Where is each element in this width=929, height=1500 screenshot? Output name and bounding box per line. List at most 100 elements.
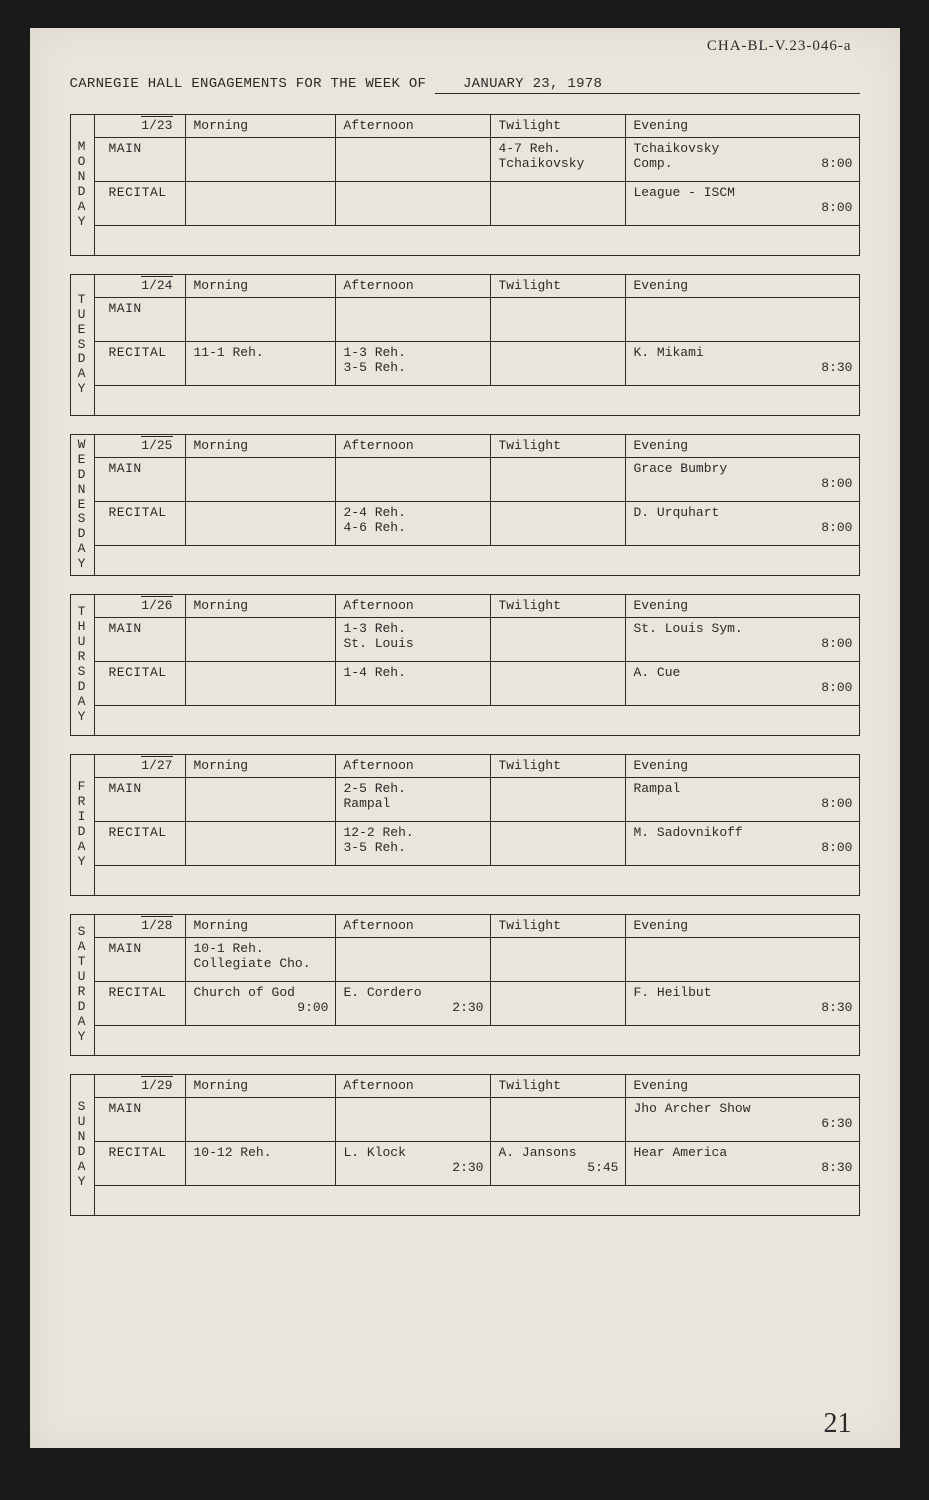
evening-cell: League - ISCM8:00 bbox=[625, 181, 859, 225]
column-header: Morning bbox=[185, 755, 335, 777]
day-block: FRIDAY1/27MorningAfternoonTwilightEvenin… bbox=[70, 754, 860, 896]
title-prefix: CARNEGIE HALL ENGAGEMENTS FOR THE WEEK O… bbox=[70, 76, 435, 92]
header-date: 1/23 bbox=[95, 115, 185, 137]
afternoon-cell bbox=[335, 297, 490, 341]
afternoon-cell bbox=[335, 137, 490, 181]
header-date: 1/24 bbox=[95, 275, 185, 297]
schedule-container: MONDAY1/23MorningAfternoonTwilightEvenin… bbox=[70, 114, 860, 1216]
afternoon-cell: E. Cordero2:30 bbox=[335, 981, 490, 1025]
column-header: Morning bbox=[185, 435, 335, 457]
venue-label: RECITAL bbox=[95, 1141, 185, 1185]
column-header: Evening bbox=[625, 115, 859, 137]
twilight-cell bbox=[490, 341, 625, 385]
evening-cell: M. Sadovnikoff8:00 bbox=[625, 821, 859, 865]
evening-cell: Hear America8:30 bbox=[625, 1141, 859, 1185]
twilight-cell bbox=[490, 821, 625, 865]
column-header: Afternoon bbox=[335, 915, 490, 937]
venue-label: RECITAL bbox=[95, 181, 185, 225]
column-header: Morning bbox=[185, 1075, 335, 1097]
afternoon-cell bbox=[335, 457, 490, 501]
column-header: Evening bbox=[625, 435, 859, 457]
day-label: WEDNESDAY bbox=[71, 435, 95, 575]
evening-cell: TchaikovskyComp.8:00 bbox=[625, 137, 859, 181]
venue-label: RECITAL bbox=[95, 501, 185, 545]
venue-label: MAIN bbox=[95, 137, 185, 181]
column-header: Twilight bbox=[490, 595, 625, 617]
column-header: Evening bbox=[625, 595, 859, 617]
morning-cell bbox=[185, 1097, 335, 1141]
twilight-cell bbox=[490, 937, 625, 981]
column-header: Afternoon bbox=[335, 275, 490, 297]
afternoon-cell: 12-2 Reh.3-5 Reh. bbox=[335, 821, 490, 865]
week-of-date: JANUARY 23, 1978 bbox=[435, 76, 860, 94]
evening-cell: Jho Archer Show6:30 bbox=[625, 1097, 859, 1141]
day-label: SATURDAY bbox=[71, 915, 95, 1055]
day-grid: 1/23MorningAfternoonTwilightEvening MAIN 4… bbox=[95, 115, 859, 255]
evening-cell: Rampal8:00 bbox=[625, 777, 859, 821]
day-footer bbox=[95, 1025, 859, 1055]
afternoon-cell bbox=[335, 1097, 490, 1141]
evening-cell: K. Mikami8:30 bbox=[625, 341, 859, 385]
column-header: Twilight bbox=[490, 115, 625, 137]
morning-cell bbox=[185, 137, 335, 181]
column-header: Evening bbox=[625, 1075, 859, 1097]
twilight-cell: A. Jansons5:45 bbox=[490, 1141, 625, 1185]
header-date: 1/26 bbox=[95, 595, 185, 617]
morning-cell: Church of God9:00 bbox=[185, 981, 335, 1025]
day-footer bbox=[95, 865, 859, 895]
evening-cell bbox=[625, 937, 859, 981]
day-footer bbox=[95, 225, 859, 255]
day-block: SUNDAY1/29MorningAfternoonTwilightEvenin… bbox=[70, 1074, 860, 1216]
day-label: TUESDAY bbox=[71, 275, 95, 415]
document-title: CARNEGIE HALL ENGAGEMENTS FOR THE WEEK O… bbox=[70, 76, 860, 94]
day-block: SATURDAY1/28MorningAfternoonTwilightEven… bbox=[70, 914, 860, 1056]
column-header: Morning bbox=[185, 115, 335, 137]
afternoon-cell: 1-4 Reh. bbox=[335, 661, 490, 705]
column-header: Twilight bbox=[490, 915, 625, 937]
day-block: TUESDAY1/24MorningAfternoonTwilightEveni… bbox=[70, 274, 860, 416]
day-grid: 1/29MorningAfternoonTwilightEveningMAINJ… bbox=[95, 1075, 859, 1215]
morning-cell bbox=[185, 777, 335, 821]
afternoon-cell: L. Klock2:30 bbox=[335, 1141, 490, 1185]
column-header: Afternoon bbox=[335, 595, 490, 617]
column-header: Afternoon bbox=[335, 755, 490, 777]
venue-label: RECITAL bbox=[95, 341, 185, 385]
day-footer bbox=[95, 1185, 859, 1215]
day-footer bbox=[95, 705, 859, 735]
morning-cell bbox=[185, 457, 335, 501]
day-grid: 1/25MorningAfternoonTwilightEveningMAING… bbox=[95, 435, 859, 575]
venue-label: RECITAL bbox=[95, 661, 185, 705]
morning-cell: 11-1 Reh. bbox=[185, 341, 335, 385]
venue-label: MAIN bbox=[95, 937, 185, 981]
afternoon-cell: 2-5 Reh.Rampal bbox=[335, 777, 490, 821]
day-grid: 1/28MorningAfternoonTwilightEveningMAIN1… bbox=[95, 915, 859, 1055]
afternoon-cell bbox=[335, 181, 490, 225]
day-grid: 1/26MorningAfternoonTwilightEveningMAIN1… bbox=[95, 595, 859, 735]
venue-label: MAIN bbox=[95, 297, 185, 341]
venue-label: RECITAL bbox=[95, 981, 185, 1025]
column-header: Morning bbox=[185, 595, 335, 617]
twilight-cell: 4-7 Reh.Tchaikovsky bbox=[490, 137, 625, 181]
morning-cell: 10-12 Reh. bbox=[185, 1141, 335, 1185]
morning-cell bbox=[185, 181, 335, 225]
header-date: 1/28 bbox=[95, 915, 185, 937]
header-date: 1/25 bbox=[95, 435, 185, 457]
evening-cell: Grace Bumbry8:00 bbox=[625, 457, 859, 501]
twilight-cell bbox=[490, 661, 625, 705]
column-header: Evening bbox=[625, 915, 859, 937]
day-label: THURSDAY bbox=[71, 595, 95, 735]
morning-cell bbox=[185, 297, 335, 341]
morning-cell bbox=[185, 617, 335, 661]
column-header: Afternoon bbox=[335, 1075, 490, 1097]
venue-label: RECITAL bbox=[95, 821, 185, 865]
venue-label: MAIN bbox=[95, 777, 185, 821]
evening-cell bbox=[625, 297, 859, 341]
twilight-cell bbox=[490, 457, 625, 501]
venue-label: MAIN bbox=[95, 1097, 185, 1141]
evening-cell: D. Urquhart8:00 bbox=[625, 501, 859, 545]
evening-cell: A. Cue8:00 bbox=[625, 661, 859, 705]
morning-cell bbox=[185, 501, 335, 545]
column-header: Afternoon bbox=[335, 115, 490, 137]
header-date: 1/29 bbox=[95, 1075, 185, 1097]
column-header: Afternoon bbox=[335, 435, 490, 457]
